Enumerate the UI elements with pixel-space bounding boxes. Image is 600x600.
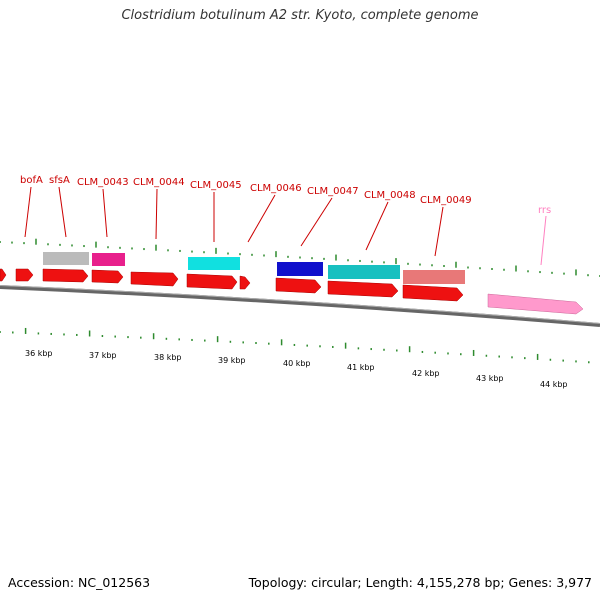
gene-label-CLM_0043: CLM_0043 — [77, 177, 129, 188]
cog-feature-row — [43, 252, 465, 284]
kbp-tick-label: 38 kbp — [154, 353, 182, 362]
gene-label-CLM_0047: CLM_0047 — [307, 186, 359, 197]
gene-label-leader — [300, 197, 333, 247]
rrs-rrna-feature — [487, 293, 584, 315]
gene-labels: bofA sfsA CLM_0043 CLM_0044 CLM_0045 CLM_0046… — [20, 175, 551, 266]
kbp-tick-label: 42 kbp — [412, 369, 440, 378]
cds-arrow — [42, 268, 89, 283]
kbp-tick-label: 37 kbp — [89, 351, 117, 360]
cds-arrow — [0, 268, 7, 282]
feature-CLM_0048-cog — [403, 270, 465, 284]
cds-arrow — [402, 284, 464, 302]
genome-backbone — [0, 285, 600, 327]
gene-label-leader — [540, 215, 547, 266]
gene-label-CLM_0045: CLM_0045 — [190, 180, 242, 191]
gene-label-leader — [24, 186, 32, 238]
gene-label-bofA: bofA — [20, 175, 43, 186]
cds-arrow — [275, 277, 322, 294]
kbp-tick-label: 36 kbp — [25, 349, 53, 358]
gene-label-leader — [365, 201, 389, 251]
kbp-tick-label: 41 kbp — [347, 363, 375, 372]
gene-label-CLM_0049: CLM_0049 — [420, 195, 472, 206]
accession-text: Accession: NC_012563 — [8, 575, 151, 590]
cds-arrow — [91, 269, 124, 284]
cds-arrow — [130, 271, 179, 287]
cds-arrow — [327, 280, 399, 298]
kbp-tick-label: 44 kbp — [540, 380, 568, 389]
cds-feature-row — [0, 268, 464, 302]
gene-label-CLM_0048: CLM_0048 — [364, 190, 416, 201]
gene-label-leader — [102, 188, 108, 238]
cds-arrow — [239, 275, 251, 290]
feature-CLM_0043-cog — [92, 253, 125, 266]
kbp-tick-label: 43 kbp — [476, 374, 504, 383]
cds-arrow — [186, 273, 238, 290]
cds-arrow — [15, 268, 34, 282]
kbp-scale: 36 kbp 37 kbp 38 kbp 39 kbp 40 kbp 41 kbp 42 k… — [25, 349, 568, 389]
gene-label-leader — [155, 188, 158, 240]
kbp-tick-label: 39 kbp — [218, 356, 246, 365]
lower-tick-track — [0, 327, 590, 364]
genome-summary-text: Topology: circular; Length: 4,155,278 bp… — [248, 575, 592, 590]
kbp-tick-label: 40 kbp — [283, 359, 311, 368]
map-title: Clostridium botulinum A2 str. Kyoto, com… — [121, 8, 479, 23]
gene-label-CLM_0046: CLM_0046 — [250, 183, 302, 194]
gene-label-sfsA: sfsA — [49, 175, 70, 186]
feature-CLM_0047-cog — [328, 265, 400, 279]
gene-label-rrs: rrs — [538, 205, 551, 216]
feature-CLM_0045-cog — [188, 257, 240, 270]
gene-label-leader — [434, 206, 444, 257]
gene-label-leader — [247, 194, 276, 243]
upper-tick-track — [0, 238, 600, 277]
gene-label-leader — [58, 186, 67, 238]
feature-sfsA-cog — [43, 252, 89, 265]
feature-CLM_0046-cog — [277, 262, 323, 276]
gene-label-CLM_0044: CLM_0044 — [133, 177, 185, 188]
